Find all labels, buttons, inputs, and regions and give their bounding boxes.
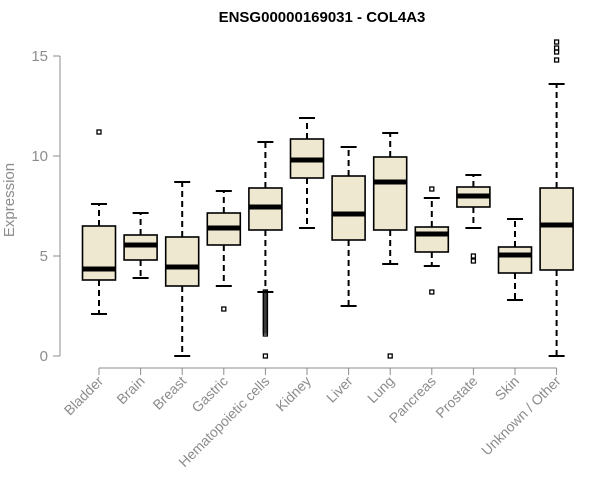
y-tick-label: 0 <box>40 348 48 365</box>
box-lung <box>372 132 408 359</box>
iqr-box <box>414 226 450 253</box>
outlier-point <box>262 353 269 359</box>
outlier-point <box>470 253 477 259</box>
box-gastric <box>206 190 242 312</box>
x-tick-label: Breast <box>149 373 189 413</box>
x-tick-label: Prostate <box>432 373 480 421</box>
outlier-point <box>429 289 435 295</box>
box-brain <box>123 212 158 279</box>
x-tick-label: Lung <box>364 373 397 406</box>
box-bladder <box>81 129 117 315</box>
outlier-point <box>96 129 102 135</box>
outlier-point <box>429 186 435 192</box>
box-skin <box>497 218 533 301</box>
box-kidney <box>289 117 325 229</box>
x-tick-label: Brain <box>113 373 147 407</box>
outlier-point <box>553 39 560 45</box>
axes: 0 5 10 15 <box>31 48 557 369</box>
iqr-box <box>539 187 574 271</box>
iqr-box <box>372 156 408 231</box>
y-tick-label: 15 <box>31 48 48 65</box>
outlier-point <box>553 57 560 63</box>
iqr-box <box>164 236 200 287</box>
outlier-point <box>387 353 393 359</box>
outlier-point <box>470 258 477 264</box>
box-hematopoietic-cells <box>248 141 283 359</box>
outlier-point <box>262 331 269 337</box>
outlier-point <box>553 49 560 55</box>
x-tick-label: Liver <box>323 373 356 406</box>
y-tick-label: 5 <box>40 248 48 265</box>
iqr-box <box>331 175 366 241</box>
y-axis-label: Expression <box>1 163 18 237</box>
chart-title: ENSG00000169031 - COL4A3 <box>219 9 426 26</box>
x-tick-label: Skin <box>492 373 523 404</box>
iqr-box <box>81 225 117 281</box>
x-tick-label: Kidney <box>273 373 315 415</box>
y-tick-label: 10 <box>31 148 48 165</box>
box-prostate <box>456 174 491 264</box>
boxes-group <box>81 39 574 359</box>
box-pancreas <box>414 186 450 295</box>
box-breast <box>164 181 200 357</box>
outlier-point <box>221 306 227 312</box>
box-unknown-other <box>539 39 574 357</box>
iqr-box <box>497 246 533 274</box>
x-tick-label: Bladder <box>61 373 107 419</box>
box-liver <box>331 146 366 307</box>
x-tick-label: Unknown / Other <box>478 373 564 459</box>
